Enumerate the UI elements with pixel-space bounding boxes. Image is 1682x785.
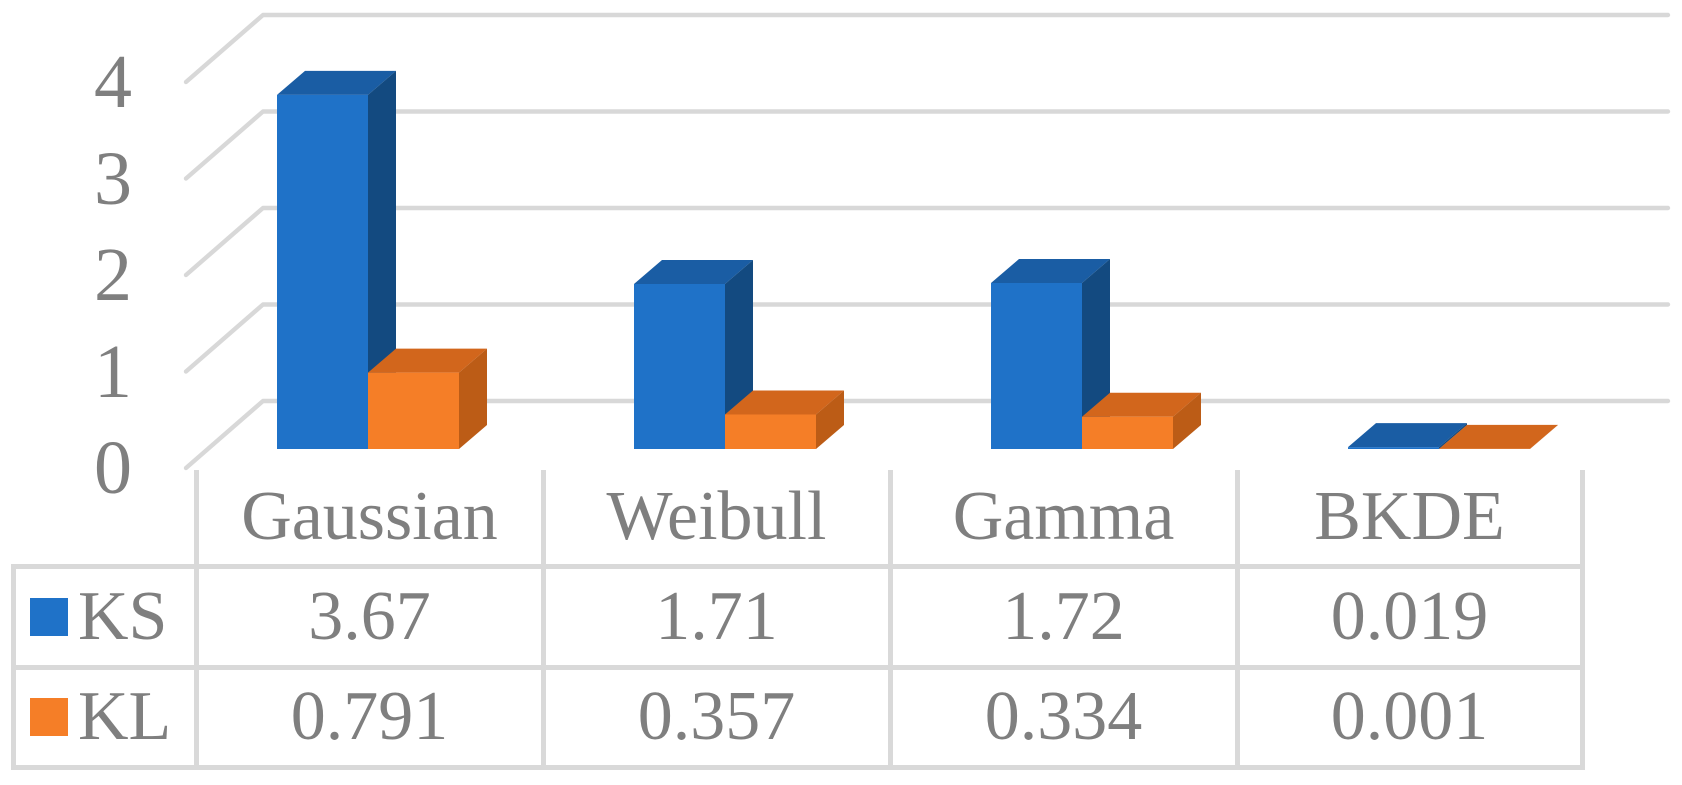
legend-swatch-kl xyxy=(30,698,68,736)
category-header-weibull: Weibull xyxy=(606,478,827,555)
gridline-3 xyxy=(183,109,1671,181)
bar-side-kl-bkde xyxy=(1530,424,1558,449)
bar-side-kl-gaussian xyxy=(459,348,487,449)
legend-key-ks: KS xyxy=(30,570,190,663)
bar-top-ks-weibull xyxy=(634,259,753,284)
value-cell-ks-gaussian: 3.67 xyxy=(308,577,431,655)
bar-side-kl-weibull xyxy=(816,390,844,449)
y-tick-label-1: 1 xyxy=(94,329,132,414)
value-cell-ks-gamma: 1.72 xyxy=(1002,577,1125,655)
y-tick-label-3: 3 xyxy=(94,136,132,221)
y-tick-label-2: 2 xyxy=(94,233,132,317)
value-cell-kl-weibull: 0.357 xyxy=(637,678,796,755)
category-header-bkde: BKDE xyxy=(1314,478,1505,555)
legend-key-kl: KL xyxy=(30,671,190,763)
gridline-4 xyxy=(183,12,1671,85)
value-cell-ks-weibull: 1.71 xyxy=(655,577,778,655)
table-horizontal-border-1 xyxy=(11,665,1584,670)
bar-front-kl-weibull xyxy=(725,414,816,449)
category-header-gamma: Gamma xyxy=(952,478,1175,555)
bar-side-kl-gamma xyxy=(1173,392,1201,449)
bar-side-ks-bkde xyxy=(1439,423,1467,449)
bar-front-ks-gaussian xyxy=(277,94,368,449)
bar-front-kl-gamma xyxy=(1082,416,1173,449)
table-vertical-border-1 xyxy=(541,470,546,770)
y-tick-label-0: 0 xyxy=(94,426,132,510)
bar-front-kl-gaussian xyxy=(368,372,459,449)
bar-side-ks-gaussian xyxy=(368,70,396,449)
value-cell-kl-gaussian: 0.791 xyxy=(290,678,449,755)
bar-top-ks-gaussian xyxy=(277,70,396,95)
table-horizontal-border-0 xyxy=(11,564,1584,569)
bar-top-kl-gamma xyxy=(1082,392,1201,417)
table-vertical-border-3 xyxy=(1235,470,1240,770)
legend-label-kl: KL xyxy=(78,678,172,755)
table-vertical-border-2 xyxy=(888,470,893,770)
bar-top-ks-bkde xyxy=(1348,423,1467,448)
bar-front-ks-bkde xyxy=(1348,447,1439,449)
table-vertical-border-4 xyxy=(1580,470,1585,770)
gridline-1 xyxy=(183,302,1671,374)
value-cell-ks-bkde: 0.019 xyxy=(1330,577,1489,655)
y-tick-label-4: 4 xyxy=(94,40,132,124)
value-cell-kl-bkde: 0.001 xyxy=(1330,678,1489,755)
bar-top-kl-bkde xyxy=(1439,424,1558,449)
category-header-gaussian: Gaussian xyxy=(241,478,498,555)
table-horizontal-border-2 xyxy=(11,765,1584,770)
bar-front-ks-weibull xyxy=(634,283,725,449)
bar-top-kl-weibull xyxy=(725,390,844,415)
legend-label-ks: KS xyxy=(78,577,168,655)
value-cell-kl-gamma: 0.334 xyxy=(984,678,1143,755)
table-vertical-border-0 xyxy=(194,470,199,770)
bar-front-ks-gamma xyxy=(991,283,1082,449)
bar-top-ks-gamma xyxy=(991,259,1110,284)
bar-top-kl-gaussian xyxy=(368,348,487,373)
legend-swatch-ks xyxy=(30,597,68,636)
gridline-2 xyxy=(183,205,1671,278)
